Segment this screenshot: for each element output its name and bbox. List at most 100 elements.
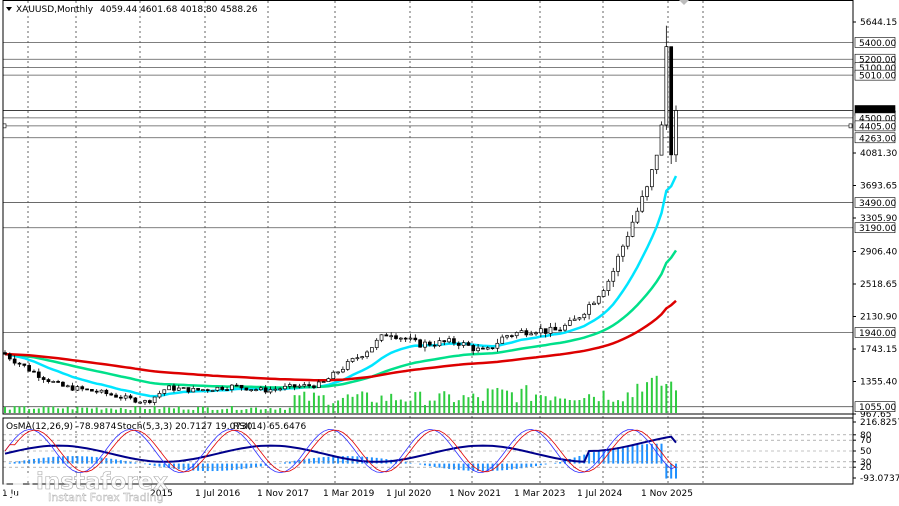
candle-body[interactable] bbox=[99, 389, 104, 393]
candle-body[interactable] bbox=[350, 358, 355, 362]
candle-body[interactable] bbox=[51, 381, 56, 383]
candle-body[interactable] bbox=[592, 302, 596, 305]
candle-body[interactable] bbox=[94, 390, 99, 393]
candle-body[interactable] bbox=[645, 186, 649, 197]
candle-body[interactable] bbox=[529, 333, 534, 336]
candle-body[interactable] bbox=[80, 386, 85, 390]
candle-body[interactable] bbox=[481, 347, 485, 350]
candle-body[interactable] bbox=[442, 340, 447, 343]
candle-body[interactable] bbox=[616, 255, 620, 272]
candle-body[interactable] bbox=[534, 332, 538, 335]
candle-body[interactable] bbox=[230, 384, 234, 390]
candle-body[interactable] bbox=[524, 330, 529, 336]
candle-body[interactable] bbox=[674, 110, 678, 156]
candle-body[interactable] bbox=[495, 342, 500, 349]
candle-body[interactable] bbox=[312, 385, 316, 388]
candle-body[interactable] bbox=[152, 396, 157, 403]
candle-body[interactable] bbox=[587, 304, 591, 315]
candle-body[interactable] bbox=[635, 210, 640, 223]
candle-body[interactable] bbox=[384, 334, 389, 337]
candle-body[interactable] bbox=[447, 338, 451, 343]
candle-body[interactable] bbox=[268, 389, 273, 393]
candle-body[interactable] bbox=[133, 397, 138, 403]
candle-body[interactable] bbox=[577, 317, 582, 320]
candle-body[interactable] bbox=[75, 386, 80, 391]
dropdown-arrow-icon[interactable] bbox=[6, 7, 12, 11]
candle-body[interactable] bbox=[456, 342, 461, 346]
indicator-subwindow[interactable] bbox=[3, 428, 853, 479]
candle-body[interactable] bbox=[331, 371, 336, 379]
candle-body[interactable] bbox=[70, 385, 75, 391]
candle-body[interactable] bbox=[345, 361, 350, 370]
candle-body[interactable] bbox=[341, 368, 345, 373]
candle-body[interactable] bbox=[172, 385, 176, 391]
candle-body[interactable] bbox=[471, 345, 476, 352]
candle-body[interactable] bbox=[394, 335, 398, 339]
candle-body[interactable] bbox=[563, 324, 567, 331]
candle-body[interactable] bbox=[553, 326, 558, 331]
candle-body[interactable] bbox=[41, 377, 46, 380]
candle-body[interactable] bbox=[292, 384, 297, 388]
candle-body[interactable] bbox=[215, 386, 220, 391]
candle-body[interactable] bbox=[109, 393, 114, 396]
candle-body[interactable] bbox=[244, 387, 249, 391]
candle-body[interactable] bbox=[360, 356, 365, 359]
candle-body[interactable] bbox=[27, 365, 31, 372]
candle-body[interactable] bbox=[119, 396, 123, 399]
candle-body[interactable] bbox=[423, 341, 427, 348]
candle-body[interactable] bbox=[485, 347, 490, 350]
candle-body[interactable] bbox=[162, 389, 167, 394]
candle-body[interactable] bbox=[85, 388, 89, 391]
candle-body[interactable] bbox=[461, 342, 466, 346]
candle-body[interactable] bbox=[283, 385, 287, 390]
candle-body[interactable] bbox=[379, 334, 384, 341]
candle-body[interactable] bbox=[138, 401, 143, 404]
candle-body[interactable] bbox=[114, 394, 118, 398]
candle-body[interactable] bbox=[437, 340, 442, 347]
candle-body[interactable] bbox=[538, 328, 543, 334]
candle-body[interactable] bbox=[413, 337, 418, 341]
support-resistance-levels[interactable] bbox=[2, 42, 853, 408]
candle-body[interactable] bbox=[65, 385, 70, 388]
candle-body[interactable] bbox=[205, 389, 210, 391]
candle-body[interactable] bbox=[418, 339, 423, 348]
candle-body[interactable] bbox=[514, 332, 519, 337]
candle-body[interactable] bbox=[220, 386, 225, 390]
candle-body[interactable] bbox=[490, 347, 495, 350]
candle-body[interactable] bbox=[630, 221, 635, 237]
candle-body[interactable] bbox=[505, 335, 509, 338]
level-handle-icon[interactable] bbox=[848, 123, 853, 129]
candlesticks[interactable] bbox=[3, 25, 678, 406]
candle-body[interactable] bbox=[452, 338, 456, 344]
candle-body[interactable] bbox=[128, 395, 133, 399]
candle-body[interactable] bbox=[258, 387, 263, 390]
candle-body[interactable] bbox=[278, 388, 283, 391]
candle-body[interactable] bbox=[601, 290, 606, 297]
candle-body[interactable] bbox=[104, 389, 109, 395]
candle-body[interactable] bbox=[12, 358, 17, 364]
candle-body[interactable] bbox=[234, 384, 239, 387]
candle-body[interactable] bbox=[650, 169, 654, 188]
candle-body[interactable] bbox=[408, 337, 413, 340]
candle-body[interactable] bbox=[7, 353, 12, 360]
candle-body[interactable] bbox=[466, 342, 471, 346]
candle-body[interactable] bbox=[167, 385, 171, 391]
candle-body[interactable] bbox=[476, 347, 480, 352]
candle-body[interactable] bbox=[370, 347, 374, 353]
candle-body[interactable] bbox=[287, 384, 292, 387]
candle-body[interactable] bbox=[596, 296, 601, 304]
candle-body[interactable] bbox=[640, 196, 645, 212]
candle-body[interactable] bbox=[316, 381, 321, 388]
candle-body[interactable] bbox=[582, 313, 587, 319]
candle-body[interactable] bbox=[355, 357, 360, 360]
candle-body[interactable] bbox=[196, 388, 200, 391]
candle-body[interactable] bbox=[654, 154, 659, 171]
candle-body[interactable] bbox=[543, 328, 548, 334]
candle-body[interactable] bbox=[273, 388, 278, 391]
candle-body[interactable] bbox=[567, 320, 572, 326]
candle-body[interactable] bbox=[90, 389, 94, 392]
candle-body[interactable] bbox=[510, 335, 514, 337]
candle-body[interactable] bbox=[500, 336, 505, 344]
candle-body[interactable] bbox=[625, 236, 630, 247]
